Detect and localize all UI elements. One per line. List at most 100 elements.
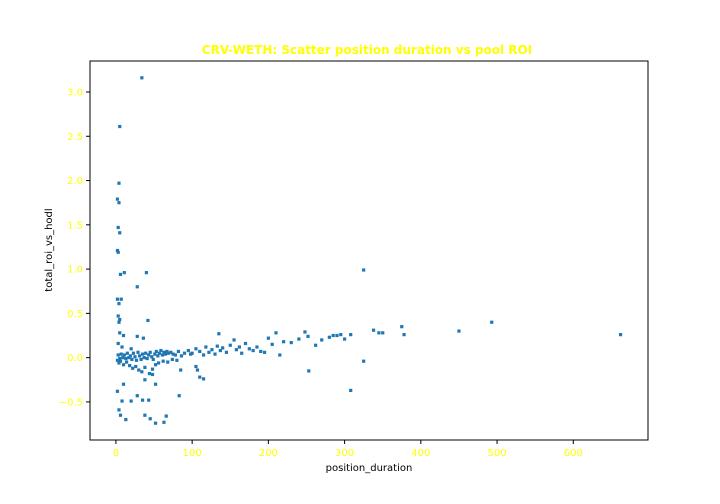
x-tick-label: 100	[183, 448, 202, 459]
data-point	[116, 341, 120, 346]
data-point	[255, 345, 259, 349]
data-point	[154, 349, 158, 354]
data-point	[147, 371, 152, 376]
data-point	[266, 336, 270, 340]
data-point	[314, 343, 318, 347]
data-point	[120, 399, 124, 403]
data-point	[210, 348, 214, 352]
data-point	[170, 357, 174, 362]
data-point	[116, 250, 120, 254]
data-point	[169, 350, 173, 354]
data-point	[121, 363, 126, 367]
data-point	[259, 349, 263, 354]
data-point	[143, 413, 147, 417]
data-point	[331, 333, 335, 338]
data-point	[153, 363, 158, 367]
data-point	[118, 231, 122, 235]
data-point	[117, 320, 121, 324]
data-point	[119, 352, 123, 356]
data-point	[142, 356, 146, 360]
data-point	[218, 348, 222, 353]
x-tick-label: 200	[259, 448, 278, 459]
data-point	[150, 372, 155, 377]
data-point	[278, 353, 282, 357]
y-tick-label: 0.5	[67, 309, 83, 320]
data-point	[118, 331, 122, 335]
data-point	[133, 355, 137, 359]
data-point	[120, 345, 124, 349]
data-point	[119, 297, 123, 301]
data-point	[147, 353, 151, 357]
data-point	[371, 328, 376, 332]
data-point	[144, 351, 148, 355]
data-point	[166, 351, 171, 355]
x-axis-label: position_duration	[326, 463, 413, 474]
data-point	[381, 331, 385, 335]
data-point	[150, 355, 154, 359]
data-point	[131, 366, 135, 370]
data-point	[201, 353, 206, 357]
data-point	[157, 361, 161, 365]
data-point	[194, 347, 198, 351]
data-point	[177, 394, 181, 398]
data-point	[153, 421, 158, 425]
data-point	[307, 369, 311, 373]
data-point	[179, 368, 183, 372]
data-point	[176, 349, 181, 354]
data-point	[232, 338, 236, 342]
data-point	[221, 346, 225, 350]
data-point	[175, 358, 179, 362]
data-point	[207, 350, 211, 354]
y-tick-label: 1.5	[67, 220, 83, 231]
data-point	[129, 347, 133, 351]
data-point	[163, 352, 168, 356]
data-point	[141, 352, 145, 356]
data-point	[335, 333, 339, 338]
y-tick-label: 2.0	[67, 176, 83, 187]
data-point	[161, 359, 165, 363]
data-point	[157, 351, 161, 355]
data-point	[201, 377, 206, 381]
data-point	[128, 364, 132, 368]
y-axis-label: total_roi_vs_hodl	[44, 208, 55, 291]
data-point	[251, 348, 255, 353]
data-point	[124, 418, 128, 422]
data-point	[194, 364, 198, 369]
data-point	[217, 332, 221, 336]
data-point	[118, 317, 122, 322]
data-point	[327, 335, 331, 339]
data-point	[139, 357, 143, 362]
data-point	[117, 302, 121, 306]
data-point	[289, 340, 293, 345]
x-tick-label: 0	[113, 448, 119, 459]
data-point	[129, 399, 133, 403]
data-point	[490, 320, 494, 324]
data-point	[121, 356, 125, 360]
y-tick-label: 1.0	[67, 265, 83, 276]
data-point	[141, 336, 145, 340]
data-point	[400, 325, 404, 329]
data-point	[243, 341, 248, 346]
data-point	[117, 361, 121, 365]
data-point	[135, 394, 139, 398]
data-point	[122, 271, 126, 275]
data-point	[166, 360, 170, 364]
data-point	[116, 353, 120, 357]
x-tick-label: 500	[488, 448, 507, 459]
data-point	[144, 271, 149, 275]
data-point	[117, 201, 121, 205]
data-point	[135, 334, 139, 338]
data-point	[156, 354, 160, 358]
data-point	[150, 367, 155, 371]
data-point	[118, 413, 123, 417]
data-point	[297, 337, 301, 341]
data-point	[234, 348, 238, 352]
data-point	[125, 351, 129, 355]
data-point	[282, 340, 286, 344]
data-point	[121, 382, 126, 386]
data-point	[320, 338, 324, 342]
data-point	[134, 364, 138, 369]
data-point	[179, 354, 184, 358]
data-point	[148, 417, 152, 421]
